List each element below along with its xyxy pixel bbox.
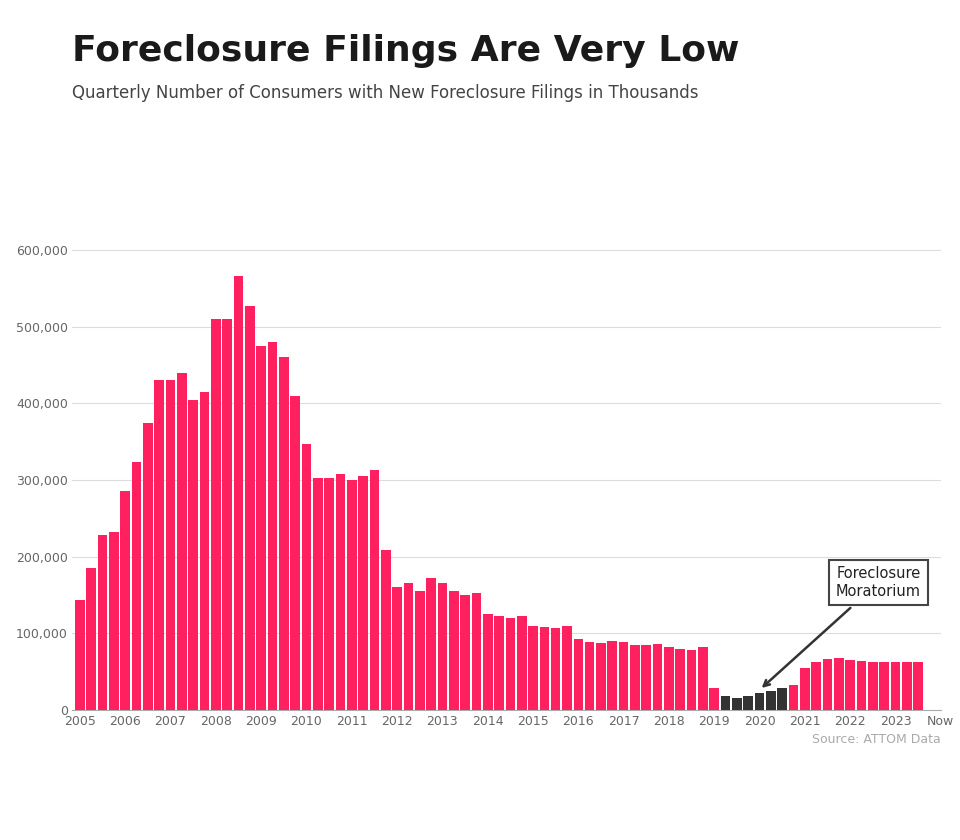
Bar [233, 276, 243, 710]
Bar [879, 662, 889, 710]
Bar [211, 319, 221, 710]
Bar [166, 381, 176, 710]
Bar [630, 644, 639, 710]
Bar [188, 400, 198, 710]
Text: REALTOR®: REALTOR® [868, 824, 905, 830]
Bar [381, 550, 391, 710]
Bar [846, 660, 855, 710]
Bar [279, 357, 289, 710]
Bar [563, 626, 572, 710]
Bar [313, 478, 323, 710]
Bar [506, 618, 516, 710]
Bar [449, 591, 459, 710]
Bar [426, 578, 436, 710]
Bar [109, 532, 119, 710]
Bar [653, 644, 662, 710]
Bar [743, 696, 753, 710]
Bar [698, 647, 708, 710]
Bar [301, 444, 311, 710]
Text: mctrealestategroup.com: mctrealestategroup.com [538, 804, 787, 822]
Bar [494, 617, 504, 710]
Bar [732, 697, 742, 710]
Bar [528, 626, 538, 710]
Bar [471, 593, 481, 710]
Bar [891, 662, 900, 710]
Bar [223, 319, 232, 710]
Bar [902, 662, 912, 710]
Bar [641, 645, 651, 710]
Bar [132, 462, 141, 710]
Bar [268, 342, 277, 710]
Text: BIGBLOCK
REALTY: BIGBLOCK REALTY [37, 810, 73, 822]
Bar [415, 591, 424, 710]
Bar [483, 614, 492, 710]
Bar [868, 662, 877, 710]
Bar [155, 381, 164, 710]
Bar [787, 793, 814, 821]
Text: EQUAL HOUSING
OPPORTUNITY: EQUAL HOUSING OPPORTUNITY [778, 823, 824, 834]
Bar [143, 423, 153, 710]
Bar [551, 627, 561, 710]
Bar [200, 392, 209, 710]
Bar [778, 688, 787, 710]
Bar [619, 643, 629, 710]
Bar [721, 696, 731, 710]
Bar [664, 647, 674, 710]
Text: R: R [869, 760, 904, 802]
Bar [245, 306, 254, 710]
Bar [834, 658, 844, 710]
Bar [823, 659, 832, 710]
Bar [811, 662, 821, 710]
Bar [573, 639, 583, 710]
Bar [336, 474, 346, 710]
Bar [913, 662, 923, 710]
Text: Foreclosure
Moratorium: Foreclosure Moratorium [764, 566, 921, 686]
Bar [86, 568, 96, 710]
Bar [796, 806, 805, 821]
Text: McT: McT [39, 775, 71, 789]
Bar [608, 641, 617, 710]
Bar [290, 396, 300, 710]
Bar [358, 476, 368, 710]
Bar [393, 587, 402, 710]
Bar [516, 617, 526, 710]
Bar [585, 643, 594, 710]
Bar [256, 346, 266, 710]
Bar [438, 584, 447, 710]
Bar [789, 685, 799, 710]
Bar [403, 584, 413, 710]
Bar [177, 373, 186, 710]
Bar [324, 479, 334, 710]
Bar [120, 491, 130, 710]
Bar [370, 470, 379, 710]
Bar [75, 601, 84, 710]
Bar [856, 661, 866, 710]
Bar [755, 693, 764, 710]
Text: Quarterly Number of Consumers with New Foreclosure Filings in Thousands: Quarterly Number of Consumers with New F… [72, 84, 699, 102]
Text: Big Block Realty, Inc: Big Block Realty, Inc [130, 804, 335, 822]
Text: 619-736-7003: 619-736-7003 [538, 765, 678, 784]
Text: Source: ATTOM Data: Source: ATTOM Data [812, 733, 941, 746]
Bar [460, 595, 469, 710]
Bar [676, 648, 685, 710]
Bar [709, 688, 719, 710]
Bar [686, 650, 696, 710]
Bar [766, 690, 776, 710]
Text: Foreclosure Filings Are Very Low: Foreclosure Filings Are Very Low [72, 34, 739, 67]
Bar [800, 668, 809, 710]
Text: McT Real Estate Group: McT Real Estate Group [130, 765, 359, 784]
Bar [347, 480, 356, 710]
Bar [98, 535, 108, 710]
Bar [540, 627, 549, 710]
Bar [596, 643, 606, 710]
